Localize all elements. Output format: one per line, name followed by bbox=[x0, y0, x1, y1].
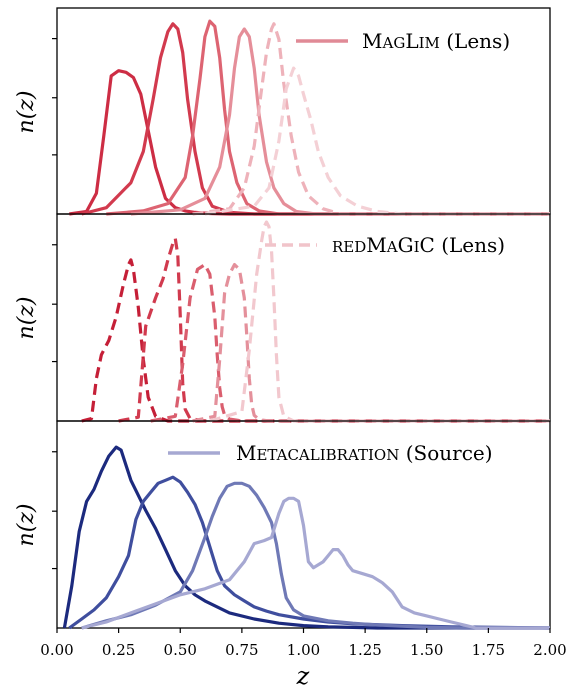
legend: MAGLIM (Lens) bbox=[296, 29, 510, 53]
maglim-series-5-line bbox=[192, 22, 550, 216]
legend-label: REDMAGIC (Lens) bbox=[332, 233, 505, 257]
series-group bbox=[62, 445, 551, 630]
x-tick-label: 1.50 bbox=[410, 641, 443, 659]
x-tick-label: 0.50 bbox=[164, 641, 197, 659]
metacal-series-1-line bbox=[62, 445, 550, 630]
redmagic-series-3-line bbox=[150, 263, 550, 423]
maglim-series-6-line bbox=[204, 66, 550, 216]
maglim-series-1-line bbox=[69, 69, 550, 216]
legend: REDMAGIC (Lens) bbox=[265, 233, 505, 257]
x-tick-label: 1.75 bbox=[472, 641, 505, 659]
y-axis-label: n(z) bbox=[14, 504, 39, 547]
metacal-series-4-line bbox=[81, 496, 550, 630]
series-group bbox=[81, 220, 550, 423]
y-ticks bbox=[52, 451, 57, 570]
redmagic-series-4-line bbox=[192, 263, 550, 423]
y-axis-label: n(z) bbox=[14, 297, 39, 340]
x-tick-label: 2.00 bbox=[533, 641, 566, 659]
panel-redmagic: REDMAGIC (Lens) bbox=[52, 213, 551, 423]
maglim-series-4-line bbox=[130, 27, 550, 216]
metacal-series-2-line bbox=[68, 475, 551, 630]
x-tick-label: 0.75 bbox=[225, 641, 258, 659]
maglim-series-3-line bbox=[106, 19, 550, 216]
maglim-series-2-line bbox=[81, 22, 550, 216]
x-tick-label: 0.00 bbox=[40, 641, 73, 659]
x-axis-label: z bbox=[296, 662, 310, 690]
y-ticks bbox=[52, 244, 57, 363]
panel-metacal: METACALIBRATION (Source) bbox=[52, 420, 551, 630]
y-ticks bbox=[52, 38, 57, 156]
x-tick-label: 1.00 bbox=[287, 641, 320, 659]
panel-maglim: MAGLIM (Lens) bbox=[52, 7, 551, 216]
x-tick-label: 1.25 bbox=[348, 641, 381, 659]
legend-label: MAGLIM (Lens) bbox=[362, 29, 510, 53]
metacal-series-3-line bbox=[81, 481, 550, 630]
redmagic-series-5-line bbox=[209, 220, 550, 423]
x-ticks: 0.00 0.25 0.50 0.75 1.00 1.25 1.50 1.75 2.00 bbox=[40, 628, 567, 659]
y-axis-label: n(z) bbox=[14, 91, 39, 134]
redmagic-series-2-line bbox=[118, 237, 550, 423]
x-tick-label: 0.25 bbox=[102, 641, 135, 659]
legend-label: METACALIBRATION (Source) bbox=[236, 441, 493, 465]
legend: METACALIBRATION (Source) bbox=[168, 441, 493, 465]
redmagic-series-1-line bbox=[81, 258, 550, 423]
